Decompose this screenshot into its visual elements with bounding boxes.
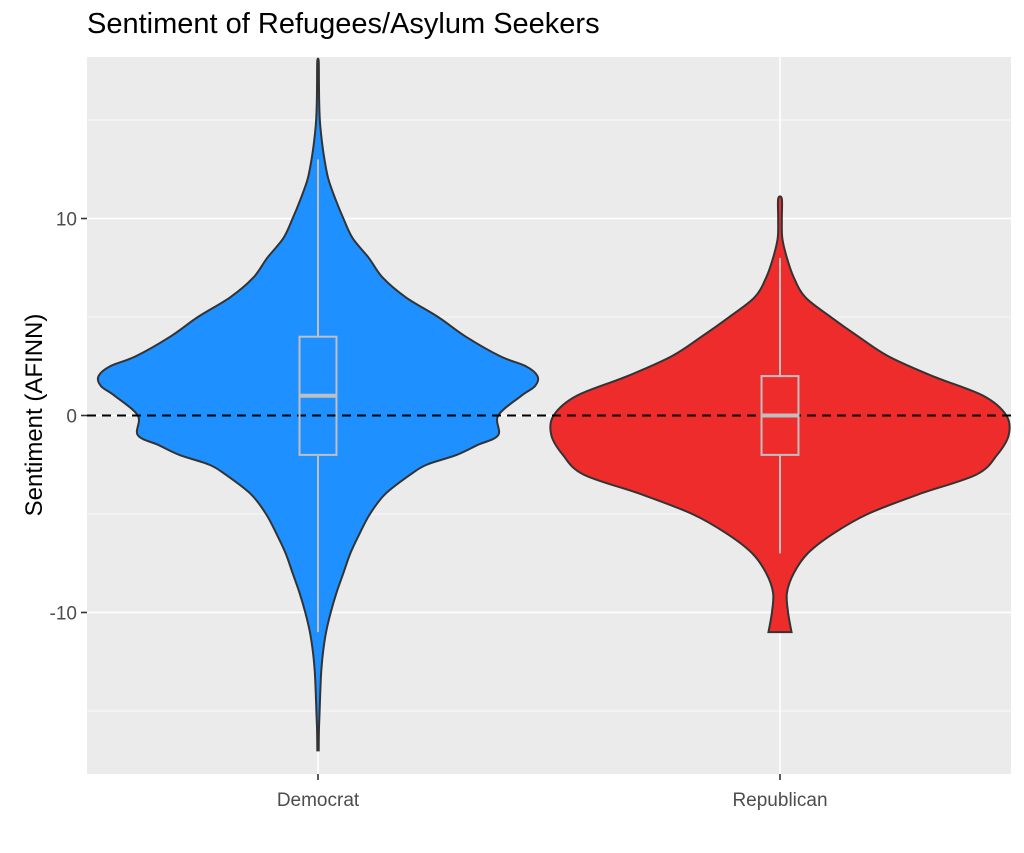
y-tick-label: -10 xyxy=(50,603,77,624)
violin-democrat xyxy=(96,57,540,752)
axes: -10 0 10 Democrat Republican xyxy=(50,210,828,811)
x-tick-label-republican: Republican xyxy=(732,790,827,811)
y-tick-label: 0 xyxy=(66,407,77,428)
x-tick-label-democrat: Democrat xyxy=(277,790,360,811)
chart-title: Sentiment of Refugees/Asylum Seekers xyxy=(87,8,600,40)
boxplots xyxy=(298,159,800,633)
y-tick-label: 10 xyxy=(56,210,77,231)
boxplot-democrat xyxy=(298,159,338,633)
boxplot-republican xyxy=(760,257,800,554)
y-axis-title: Sentiment (AFINN) xyxy=(21,314,48,517)
